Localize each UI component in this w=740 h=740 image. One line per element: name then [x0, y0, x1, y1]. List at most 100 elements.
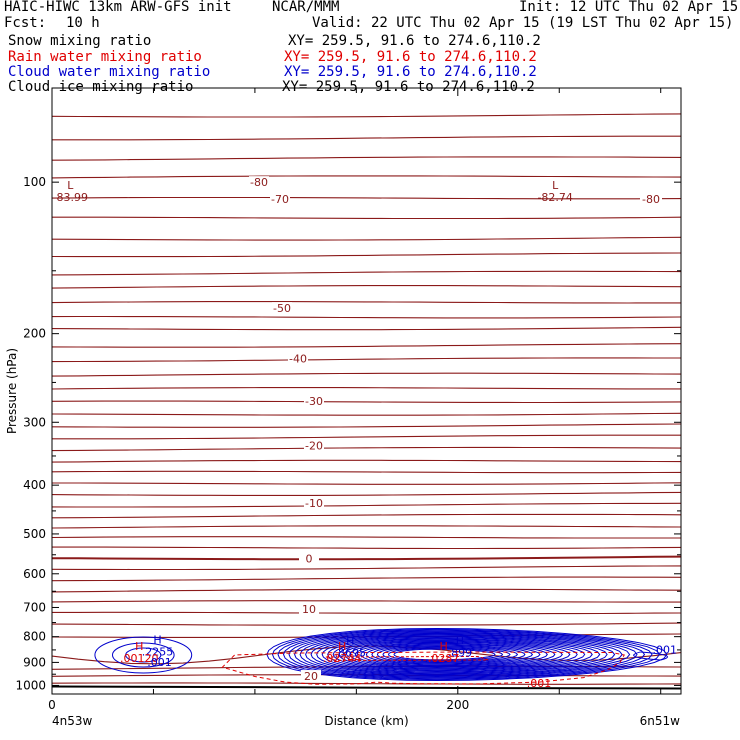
isotherm-line [51, 326, 682, 331]
y-tick-label: 400 [23, 478, 46, 492]
field-cloud-ice-xy: XY= 259.5, 91.6 to 274.6,110.2 [282, 79, 535, 95]
isotherm-line [51, 645, 682, 665]
init-time: Init: 12 UTC Thu 02 Apr 15 [519, 0, 739, 15]
isotherm-line [52, 482, 682, 485]
extremum-value-label: .0287 [428, 652, 460, 665]
isotherm-label: -80 [250, 176, 268, 189]
isotherm-label: -70 [271, 193, 289, 206]
isotherm-line [52, 434, 681, 440]
isotherm-label: 10 [302, 603, 316, 616]
contour-labels: -80-70-50-40-30-20-1001020-80L-83.99L-82… [53, 176, 677, 690]
isotherm-line [51, 357, 681, 363]
cloud-water-contour [271, 628, 661, 681]
chart-title: HAIC-HIWC 13km ARW-GFS init [4, 0, 232, 15]
extremum-type-label: H [456, 634, 464, 647]
extremum-value-label: .02744 [323, 652, 362, 665]
isotherm-label-bg [640, 192, 662, 205]
cloud-water-contour [332, 638, 578, 671]
y-tick-label: 1000 [15, 678, 46, 692]
isotherm-line [51, 565, 682, 571]
isotherm-line [51, 536, 681, 539]
cloud-water-contour [125, 647, 162, 663]
extremum-value-label: .2255 [142, 646, 174, 659]
isotherm-line [51, 175, 682, 179]
cloud-water-contours [94, 627, 668, 682]
isotherm-label-bg [270, 192, 290, 205]
isotherm-line [51, 491, 682, 496]
isotherm-line [51, 576, 682, 582]
isotherm-line [51, 196, 682, 200]
contour-value-label: .001 [527, 677, 552, 690]
isotherm-label: -40 [289, 352, 307, 365]
x-axis-label: Distance (km) [324, 714, 408, 728]
isotherm-line [51, 315, 682, 319]
isotherm-label-bg [272, 302, 292, 315]
y-tick-label: 300 [23, 415, 46, 429]
isotherm-line [51, 502, 682, 508]
cloud-water-contour [299, 633, 623, 676]
x-tick-label: 0 [48, 698, 56, 712]
isotherm-label-bg [301, 670, 321, 683]
isotherm-line [52, 611, 682, 615]
extremum-type-label: H [346, 634, 354, 647]
extremum-type-label: H [439, 640, 447, 653]
isotherm-line [52, 216, 682, 220]
extremum-type-label: L [552, 179, 559, 192]
isotherm-label-bg [299, 552, 319, 565]
isotherm-line [51, 513, 682, 519]
cloud-water-contour [277, 629, 653, 680]
cloud-water-contour [266, 627, 668, 682]
isotherm-line [51, 156, 682, 161]
isotherm-line [51, 622, 682, 626]
forecast-hour: 10 h [66, 15, 100, 31]
isotherm-line [51, 387, 681, 390]
extremum-type-label: L [67, 179, 74, 192]
cloud-water-contour [112, 642, 175, 668]
isotherm-label-bg [249, 176, 269, 189]
cloud-water-contour [282, 630, 646, 679]
isotherm-line [51, 459, 682, 463]
cloud-water-contour [327, 637, 586, 672]
cloud-water-contour [354, 642, 548, 667]
isotherm-label: 0 [306, 553, 313, 566]
y-tick-label: 500 [23, 527, 46, 541]
extremum-value-label: -82.74 [537, 191, 572, 204]
extremum-type-label: H [153, 634, 161, 647]
x-tick-label: 200 [446, 698, 469, 712]
cloud-water-contour [338, 639, 571, 670]
isotherm-line [51, 470, 682, 474]
cloud-water-contour [349, 641, 556, 668]
right-endpoint-label: 6n51w [640, 714, 681, 728]
y-tick-label: 700 [23, 600, 46, 614]
isotherm-line [51, 525, 682, 529]
isotherm-line [51, 113, 682, 118]
left-endpoint-label: 4n53w [52, 714, 93, 728]
cloud-water-contour [393, 648, 496, 661]
isotherm-label: -20 [305, 440, 323, 453]
field-snow-xy: XY= 259.5, 91.6 to 274.6,110.2 [288, 33, 541, 49]
extremum-type-label: H [338, 640, 346, 653]
isotherm-label-bg [304, 439, 324, 452]
cloud-water-contour [288, 631, 638, 678]
field-cloud-water-name: Cloud water mixing ratio [8, 64, 211, 80]
isotherm-line [51, 446, 682, 452]
field-cloud-ice-name: Cloud ice mixing ratio [8, 79, 194, 95]
isotherm-line [51, 270, 682, 276]
cloud-water-contour [343, 640, 563, 669]
isotherm-label-bg [304, 496, 324, 509]
cloud-water-contour [294, 632, 631, 677]
isotherm-line [51, 412, 682, 416]
cloud-water-contour [382, 646, 511, 663]
y-axis-label: Pressure (hPa) [5, 348, 19, 434]
rain-water-contours [221, 651, 625, 685]
cloud-water-contour [376, 645, 519, 664]
forecast-label: Fcst: [4, 15, 47, 31]
chart-organization: NCAR/MMM [272, 0, 340, 15]
ground-line [51, 685, 682, 690]
extremum-value-label: -83.99 [53, 191, 88, 204]
extremum-value-label: .899 [448, 646, 473, 659]
cloud-water-contour [371, 645, 526, 664]
isotherm-line [51, 285, 682, 289]
isotherm-line [51, 252, 682, 258]
